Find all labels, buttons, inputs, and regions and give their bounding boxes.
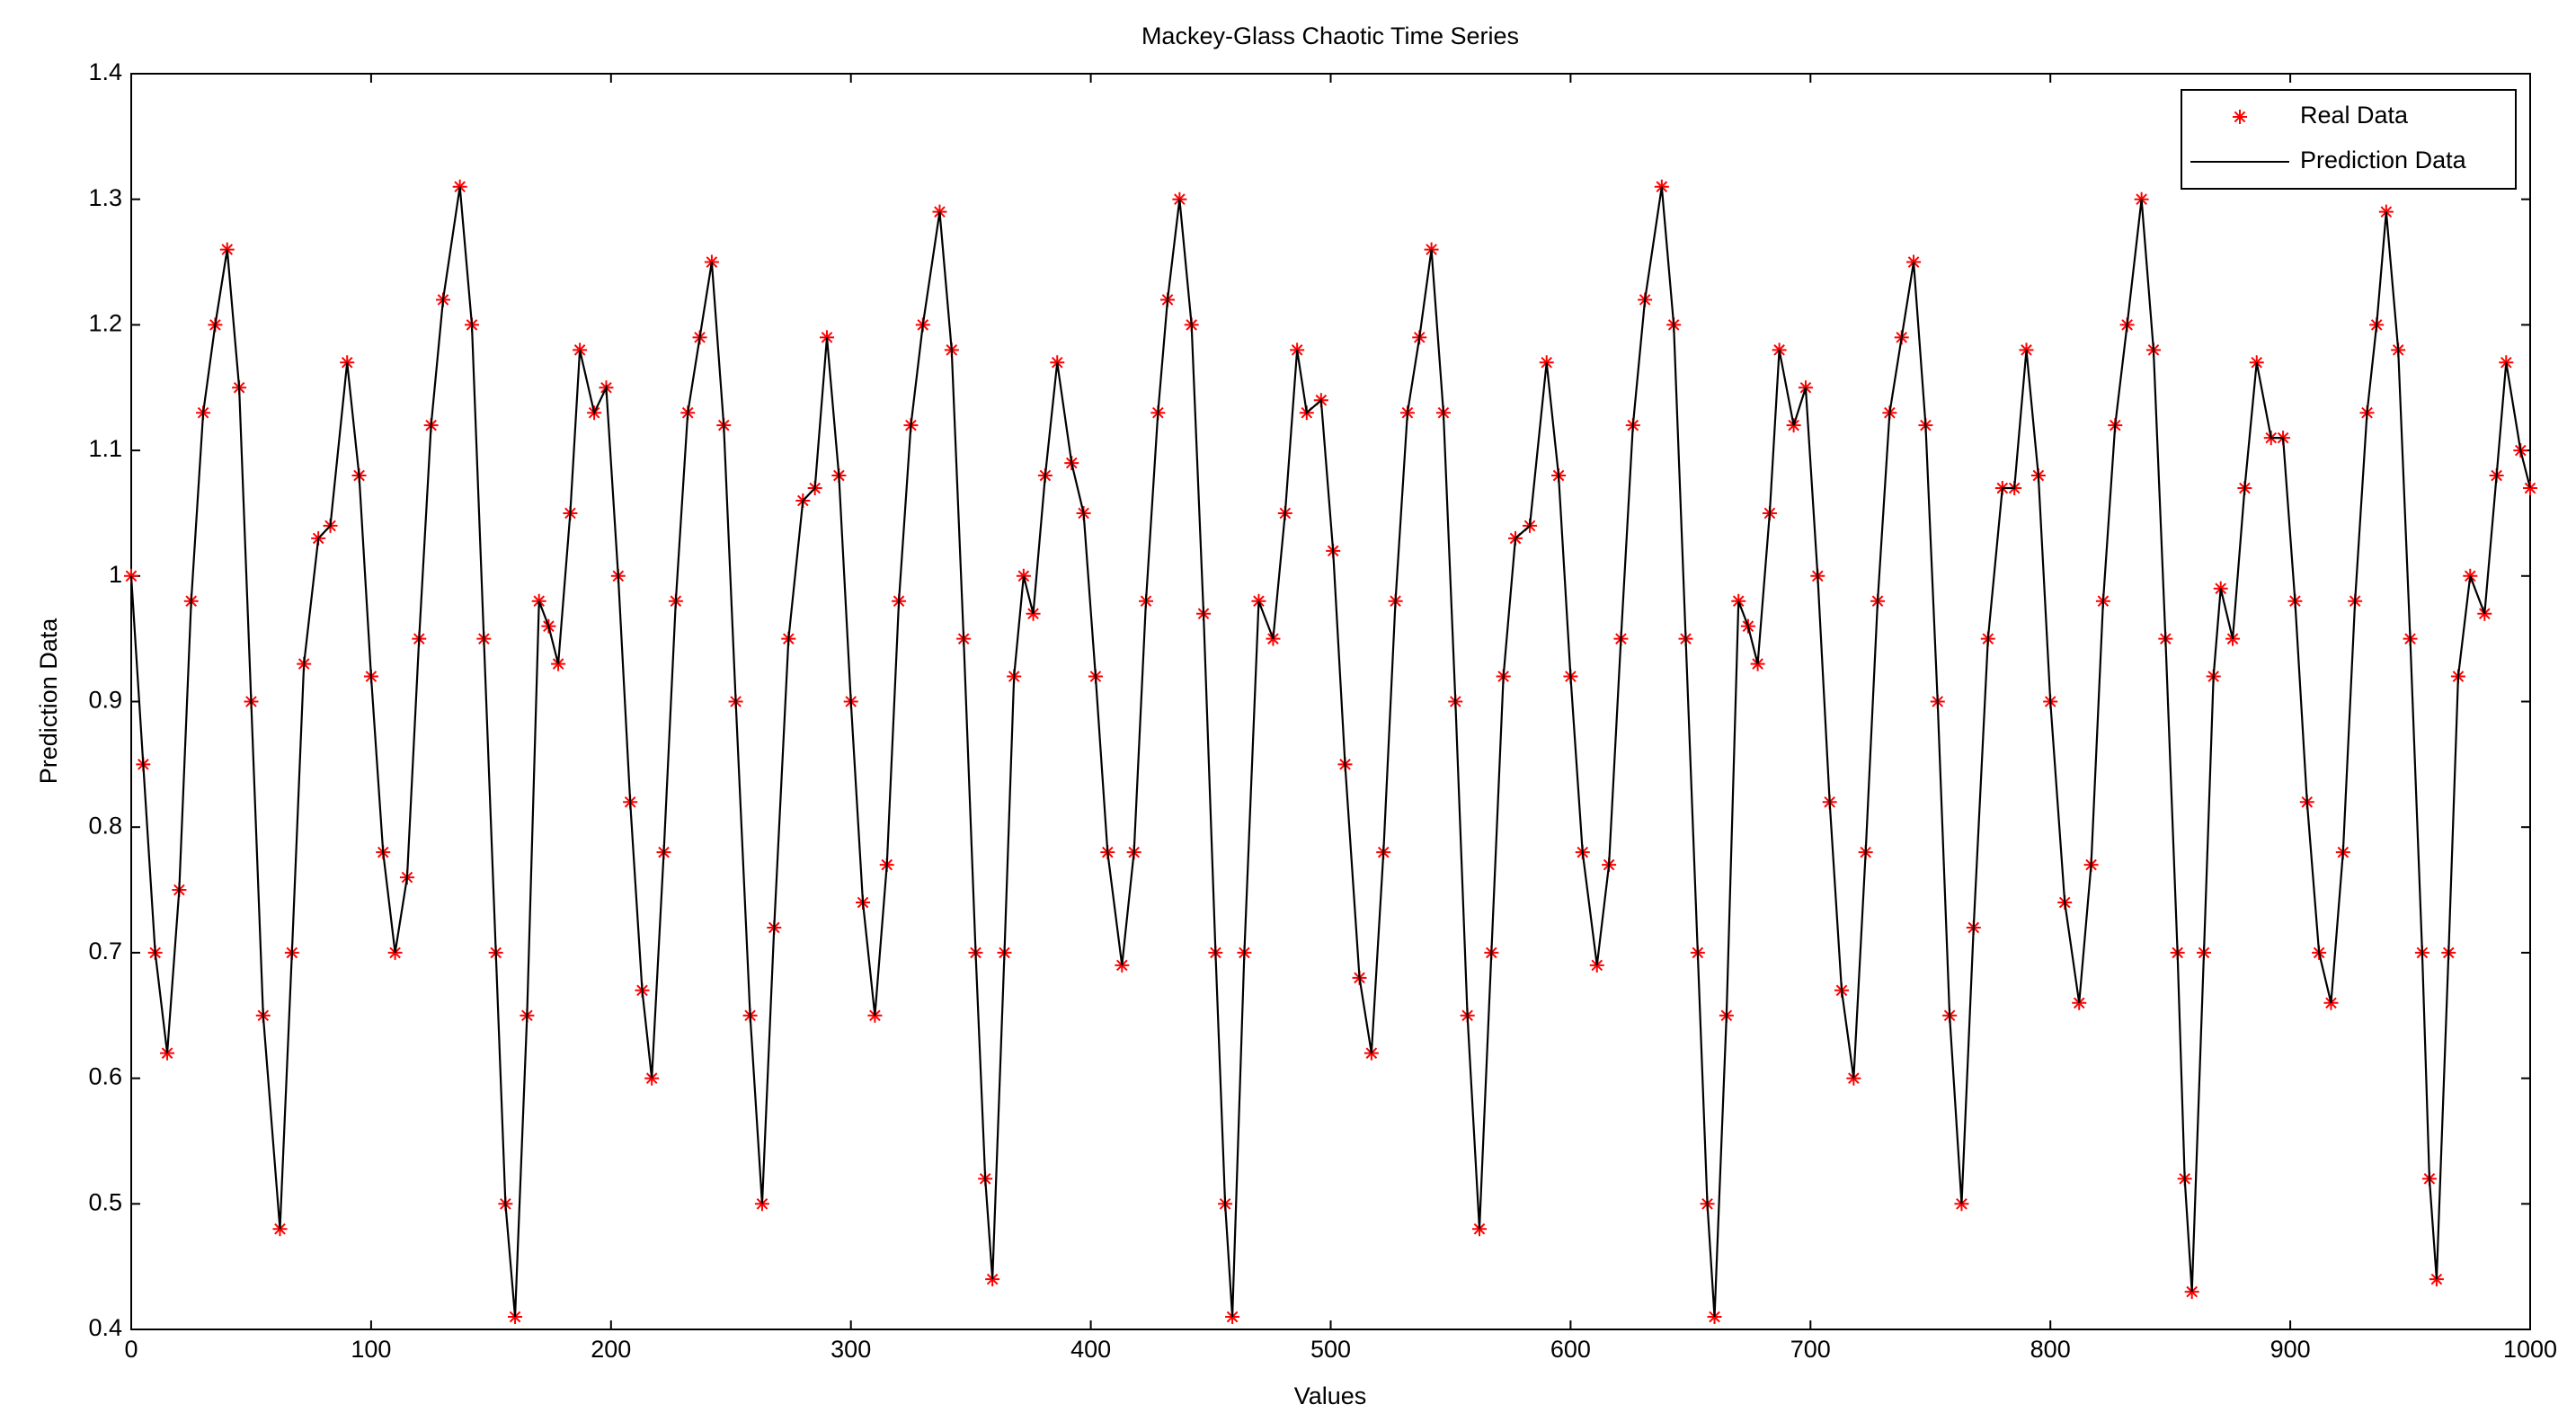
- x-axis-label: Values: [1294, 1382, 1367, 1409]
- y-tick-label: 1.3: [88, 184, 122, 211]
- x-tick-label: 1000: [2503, 1336, 2557, 1363]
- y-tick-label: 0.9: [88, 687, 122, 714]
- legend-label: Real Data: [2300, 102, 2409, 129]
- x-tick-label: 700: [1790, 1336, 1831, 1363]
- legend-label: Prediction Data: [2300, 147, 2467, 173]
- x-tick-label: 500: [1310, 1336, 1351, 1363]
- legend: Real Data Prediction Data: [2181, 89, 2517, 190]
- y-tick-label: 0.5: [88, 1188, 122, 1215]
- prediction-line: [129, 186, 2532, 1318]
- legend-box: [2181, 89, 2517, 190]
- x-tick-label: 100: [351, 1336, 391, 1363]
- legend-marker: [2233, 110, 2247, 124]
- x-tick-label: 900: [2270, 1336, 2311, 1363]
- x-tick-label: 0: [124, 1336, 138, 1363]
- y-tick-label: 0.8: [88, 812, 122, 839]
- plot-frame: [130, 73, 2531, 1330]
- y-tick-label: 0.6: [88, 1063, 122, 1090]
- y-tick-label: 1.4: [88, 58, 122, 85]
- y-axis-label: Prediction Data: [35, 618, 62, 785]
- x-tick-label: 300: [831, 1336, 871, 1363]
- y-tick-label: 0.4: [88, 1314, 122, 1341]
- x-tick-label: 200: [591, 1336, 631, 1363]
- y-tick-label: 1.1: [88, 435, 122, 462]
- x-tick-label: 400: [1070, 1336, 1111, 1363]
- chart-title: Mackey-Glass Chaotic Time Series: [1141, 22, 1519, 49]
- y-tick-label: 1.2: [88, 310, 122, 337]
- y-tick-label: 1: [109, 561, 122, 588]
- y-tick-label: 0.7: [88, 938, 122, 964]
- x-tick-label: 600: [1550, 1336, 1591, 1363]
- x-tick-label: 800: [2030, 1336, 2071, 1363]
